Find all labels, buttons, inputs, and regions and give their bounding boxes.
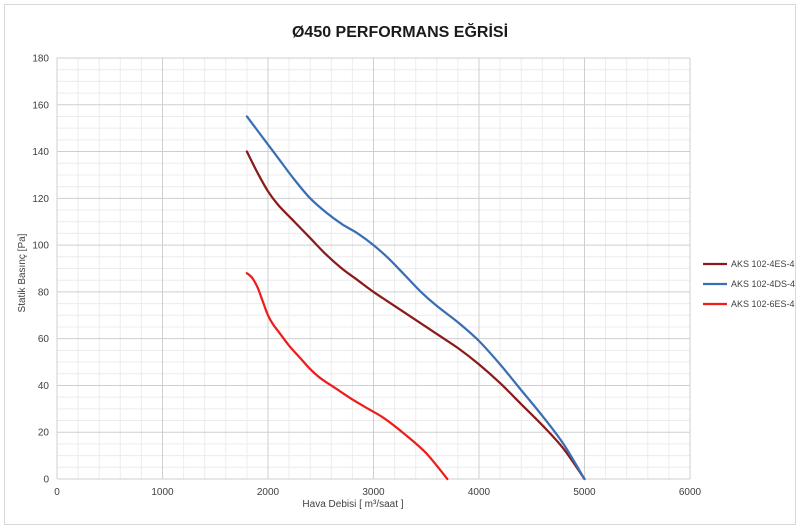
legend-label-aks-102-4ds-450: AKS 102-4DS-450 bbox=[731, 279, 795, 289]
series-lines bbox=[245, 115, 586, 481]
series-line-aks-102-4ds-450 bbox=[245, 115, 586, 481]
x-tick-label: 6000 bbox=[679, 487, 702, 498]
chart-title: Ø450 PERFORMANS EĞRİSİ bbox=[292, 22, 508, 41]
x-tick-label: 3000 bbox=[362, 487, 385, 498]
y-tick-label: 80 bbox=[38, 287, 50, 298]
y-tick-label: 160 bbox=[32, 100, 49, 111]
series-line-aks-102-4es-450 bbox=[245, 150, 586, 481]
legend: AKS 102-4ES-450 AKS 102-4DS-450 AKS 102-6E… bbox=[703, 259, 795, 309]
y-tick-label: 20 bbox=[38, 428, 50, 439]
x-tick-label: 1000 bbox=[151, 487, 174, 498]
y-tick-label: 180 bbox=[32, 54, 49, 65]
x-axis-label: Hava Debisi [ m³/saat ] bbox=[302, 499, 403, 510]
y-tick-label: 40 bbox=[38, 381, 50, 392]
y-tick-label: 120 bbox=[32, 194, 49, 205]
x-tick-label: 5000 bbox=[573, 487, 596, 498]
x-tick-label: 2000 bbox=[257, 487, 280, 498]
series-line-aks-102-6es-450 bbox=[245, 272, 449, 481]
legend-label-aks-102-4es-450: AKS 102-4ES-450 bbox=[731, 259, 795, 269]
x-axis-ticks: 0 1000 2000 3000 4000 5000 6000 bbox=[54, 487, 701, 498]
major-gridlines bbox=[56, 57, 691, 480]
y-tick-label: 140 bbox=[32, 147, 49, 158]
y-tick-label: 100 bbox=[32, 241, 49, 252]
y-axis-ticks: 0 20 40 60 80 100 120 140 160 180 bbox=[32, 54, 49, 486]
y-tick-label: 60 bbox=[38, 334, 50, 345]
x-tick-label: 4000 bbox=[468, 487, 491, 498]
y-axis-label: Statik Basınç [Pa] bbox=[17, 233, 28, 312]
legend-label-aks-102-6es-450: AKS 102-6ES-450 bbox=[731, 299, 795, 309]
x-tick-label: 0 bbox=[54, 487, 60, 498]
chart-canvas: Ø450 PERFORMANS EĞRİSİ 0 20 40 60 80 100 120 14… bbox=[17, 22, 795, 510]
y-tick-label: 0 bbox=[43, 475, 49, 486]
chart-frame: Ø450 PERFORMANS EĞRİSİ 0 20 40 60 80 100 120 14… bbox=[4, 4, 796, 525]
